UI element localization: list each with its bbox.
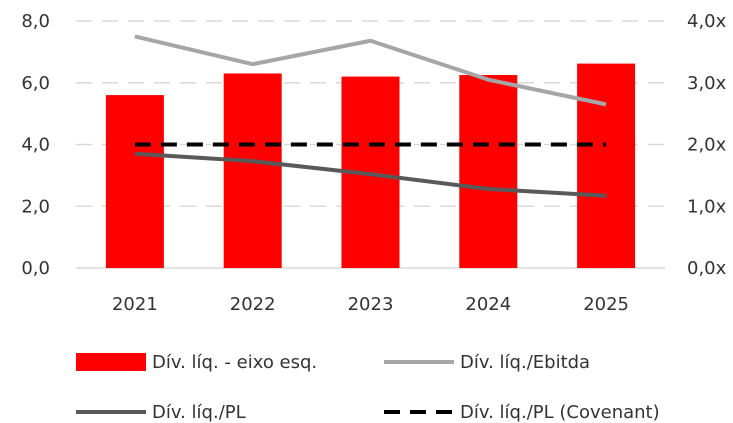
y-left-tick-label: 6,0	[21, 73, 50, 94]
y-left-tick-label: 2,0	[21, 196, 50, 217]
y-axis-right: 0,0x 1,0x 2,0x 3,0x 4,0x	[687, 11, 727, 279]
x-tick-label: 2025	[583, 294, 629, 315]
y-left-tick-label: 0,0	[21, 258, 50, 279]
line-d-v-l-q-pl	[134, 151, 607, 198]
y-left-tick-label: 8,0	[21, 11, 50, 32]
legend-label: Dív. líq./Ebitda	[460, 352, 590, 373]
line-d-v-l-q-ebitda	[134, 34, 607, 107]
y-left-tick-label: 4,0	[21, 135, 50, 156]
y-right-tick-label: 2,0x	[687, 135, 727, 156]
legend-label: Dív. líq. - eixo esq.	[152, 352, 317, 373]
legend-swatch-bar	[76, 353, 146, 371]
bar-series	[105, 63, 636, 268]
bar	[105, 95, 164, 268]
y-right-tick-label: 0,0x	[687, 258, 727, 279]
bar	[223, 73, 282, 268]
y-axis-left: 0,0 2,0 4,0 6,0 8,0	[21, 11, 50, 279]
x-tick-label: 2024	[465, 294, 511, 315]
y-right-tick-label: 3,0x	[687, 73, 727, 94]
bar	[459, 75, 518, 268]
x-tick-label: 2023	[348, 294, 394, 315]
x-tick-label: 2021	[112, 294, 158, 315]
legend-label: Dív. líq./PL	[152, 402, 246, 423]
y-right-tick-label: 1,0x	[687, 196, 727, 217]
x-tick-label: 2022	[230, 294, 276, 315]
y-right-tick-label: 4,0x	[687, 11, 727, 32]
bar	[577, 63, 636, 268]
x-axis: 2021 2022 2023 2024 2025	[112, 294, 629, 315]
line-series	[134, 34, 607, 198]
legend: Dív. líq. - eixo esq. Dív. líq./Ebitda Dív…	[76, 352, 660, 423]
legend-label: Dív. líq./PL (Covenant)	[460, 402, 660, 423]
